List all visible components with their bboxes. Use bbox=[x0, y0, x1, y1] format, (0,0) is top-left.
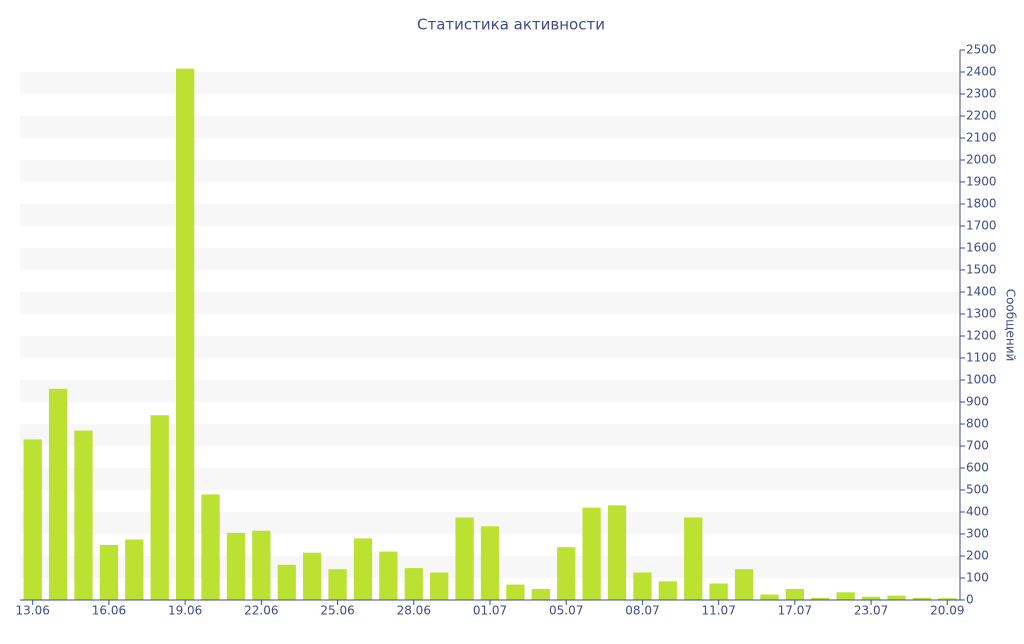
bar bbox=[23, 439, 42, 600]
x-tick-label: 05.07 bbox=[549, 604, 583, 618]
x-tick-label: 13.06 bbox=[16, 604, 50, 618]
grid-band bbox=[20, 204, 960, 226]
y-tick-label: 1500 bbox=[966, 263, 997, 277]
y-tick-label: 1300 bbox=[966, 307, 997, 321]
y-tick-label: 1700 bbox=[966, 219, 997, 233]
bar bbox=[175, 68, 195, 600]
bar bbox=[557, 547, 576, 600]
grid-band bbox=[20, 424, 960, 446]
bar bbox=[938, 598, 957, 600]
grid-band bbox=[20, 248, 960, 270]
chart-title: Статистика активности bbox=[417, 16, 605, 34]
bar bbox=[785, 589, 805, 600]
bar bbox=[328, 569, 347, 600]
grid-band bbox=[20, 380, 960, 402]
x-tick-label: 25.06 bbox=[320, 604, 354, 618]
y-tick-label: 1600 bbox=[966, 241, 997, 255]
grid-band bbox=[20, 336, 960, 358]
grid-band bbox=[20, 512, 960, 534]
bar bbox=[633, 572, 652, 600]
bar bbox=[607, 505, 627, 600]
bar bbox=[455, 517, 474, 600]
bar bbox=[125, 539, 144, 600]
y-tick-label: 800 bbox=[966, 417, 989, 431]
y-tick-label: 200 bbox=[966, 549, 989, 563]
bar bbox=[760, 594, 779, 600]
y-tick-label: 2500 bbox=[966, 43, 997, 57]
bar bbox=[861, 596, 881, 600]
x-tick-label: 22.06 bbox=[244, 604, 278, 618]
y-tick-label: 2200 bbox=[966, 109, 997, 123]
grid-band bbox=[20, 468, 960, 490]
x-tick-label: 19.06 bbox=[168, 604, 202, 618]
x-tick-label: 11.07 bbox=[701, 604, 735, 618]
grid-band bbox=[20, 160, 960, 182]
grid-band bbox=[20, 116, 960, 138]
bar bbox=[836, 592, 855, 600]
x-tick-label: 08.07 bbox=[625, 604, 659, 618]
bar bbox=[226, 532, 246, 600]
y-tick-label: 300 bbox=[966, 527, 989, 541]
y-axis-title: Сообщений bbox=[1004, 289, 1018, 362]
bar bbox=[531, 589, 550, 600]
y-tick-label: 1100 bbox=[966, 351, 997, 365]
y-tick-label: 500 bbox=[966, 483, 989, 497]
y-tick-label: 700 bbox=[966, 439, 989, 453]
y-tick-label: 2400 bbox=[966, 65, 997, 79]
y-tick-label: 100 bbox=[966, 571, 989, 585]
y-tick-label: 1000 bbox=[966, 373, 997, 387]
bar bbox=[658, 581, 677, 600]
y-tick-label: 600 bbox=[966, 461, 989, 475]
y-tick-label: 0 bbox=[966, 593, 974, 607]
bar bbox=[353, 538, 373, 600]
grid-band bbox=[20, 292, 960, 314]
y-tick-label: 2100 bbox=[966, 131, 997, 145]
bar bbox=[277, 564, 296, 600]
y-tick-label: 2000 bbox=[966, 153, 997, 167]
grid-band bbox=[20, 72, 960, 94]
y-tick-label: 2300 bbox=[966, 87, 997, 101]
bar bbox=[48, 388, 68, 600]
y-tick-label: 900 bbox=[966, 395, 989, 409]
x-tick-label: 17.07 bbox=[778, 604, 812, 618]
bar bbox=[404, 568, 423, 600]
bar bbox=[684, 517, 703, 600]
bar bbox=[379, 551, 398, 600]
bar bbox=[709, 583, 728, 600]
y-tick-label: 1900 bbox=[966, 175, 997, 189]
bar bbox=[582, 507, 601, 600]
bar bbox=[480, 526, 500, 600]
y-tick-label: 1400 bbox=[966, 285, 997, 299]
bar bbox=[150, 415, 169, 600]
bar bbox=[252, 530, 271, 600]
y-tick-label: 400 bbox=[966, 505, 989, 519]
bar bbox=[887, 595, 906, 600]
bar bbox=[74, 430, 93, 600]
x-tick-label: 01.07 bbox=[473, 604, 507, 618]
x-tick-label: 23.07 bbox=[854, 604, 888, 618]
x-tick-label: 16.06 bbox=[92, 604, 126, 618]
bar bbox=[912, 597, 932, 600]
y-tick-label: 1200 bbox=[966, 329, 997, 343]
x-tick-label: 28.06 bbox=[397, 604, 431, 618]
bar bbox=[303, 552, 322, 600]
bar bbox=[430, 572, 449, 600]
bar bbox=[201, 494, 220, 600]
y-tick-label: 1800 bbox=[966, 197, 997, 211]
bar bbox=[811, 597, 830, 600]
bar bbox=[506, 584, 525, 600]
bar bbox=[734, 569, 754, 600]
bar bbox=[99, 545, 119, 600]
x-tick-label: 20.09 bbox=[930, 604, 964, 618]
